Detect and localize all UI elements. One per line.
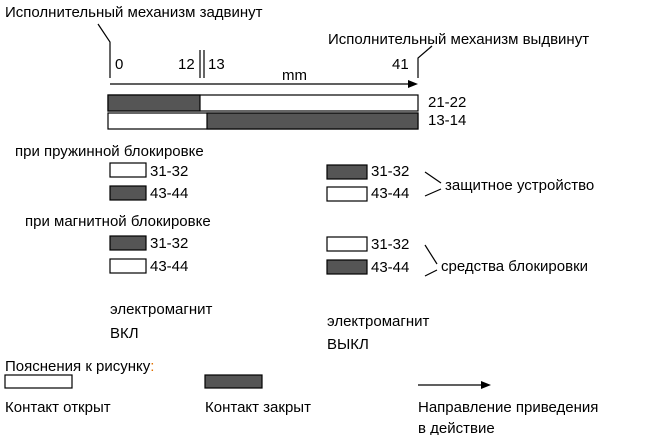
contact <box>109 185 147 201</box>
leader <box>424 171 442 184</box>
arrow-head <box>408 80 418 88</box>
scale-label: 13 <box>208 56 225 73</box>
contact-label: 43-44 <box>371 259 409 276</box>
legend-closed-swatch <box>204 374 263 389</box>
scale-label: 41 <box>392 56 409 73</box>
contact <box>326 186 368 202</box>
legend-label: Направление приведения <box>418 399 598 416</box>
bar-closed <box>107 94 201 112</box>
contact-label: 31-32 <box>150 235 188 252</box>
contact-label: 43-44 <box>150 258 188 275</box>
contact <box>109 258 147 274</box>
bar-closed <box>206 112 419 130</box>
note: защитное устройство <box>445 177 594 194</box>
legend-label: Контакт закрыт <box>205 399 311 416</box>
state-label: ВЫКЛ <box>327 336 369 353</box>
bar-label: 21-22 <box>428 94 466 111</box>
leader <box>424 188 442 197</box>
section-title: при магнитной блокировке <box>25 213 211 230</box>
legend-open-swatch <box>4 374 73 389</box>
contact-label: 43-44 <box>150 185 188 202</box>
contact-label: 31-32 <box>371 236 409 253</box>
contact-label: 31-32 <box>150 163 188 180</box>
state-label: электромагнит <box>327 313 429 330</box>
legend-label: Контакт открыт <box>5 399 111 416</box>
legend-arrow-head <box>481 381 491 389</box>
leader <box>424 244 438 265</box>
leader <box>424 269 438 277</box>
note: средства блокировки <box>441 258 588 275</box>
bar-label: 13-14 <box>428 112 466 129</box>
contact-label: 43-44 <box>371 185 409 202</box>
scale-label: 12 <box>178 56 195 73</box>
pointer-line <box>97 23 111 78</box>
contact <box>326 259 368 275</box>
scale-unit: mm <box>282 67 307 84</box>
pointer-line <box>417 45 433 78</box>
state-label: ВКЛ <box>110 325 139 342</box>
state-label: электромагнит <box>110 301 212 318</box>
contact-label: 31-32 <box>371 163 409 180</box>
contact <box>109 162 147 178</box>
scale-label: 0 <box>115 56 123 73</box>
section-title: при пружинной блокировке <box>15 143 204 160</box>
header-retracted: Исполнительный механизм задвинут <box>5 4 263 21</box>
contact <box>326 236 368 252</box>
contact <box>326 164 368 180</box>
legend-label: в действие <box>418 420 495 435</box>
legend-title: Пояснения к рисунку: <box>5 358 154 375</box>
legend-title-text: Пояснения к рисунку <box>5 358 151 375</box>
legend-colon: : <box>150 358 154 375</box>
header-extended: Исполнительный механизм выдвинут <box>328 31 589 48</box>
contact <box>109 235 147 251</box>
